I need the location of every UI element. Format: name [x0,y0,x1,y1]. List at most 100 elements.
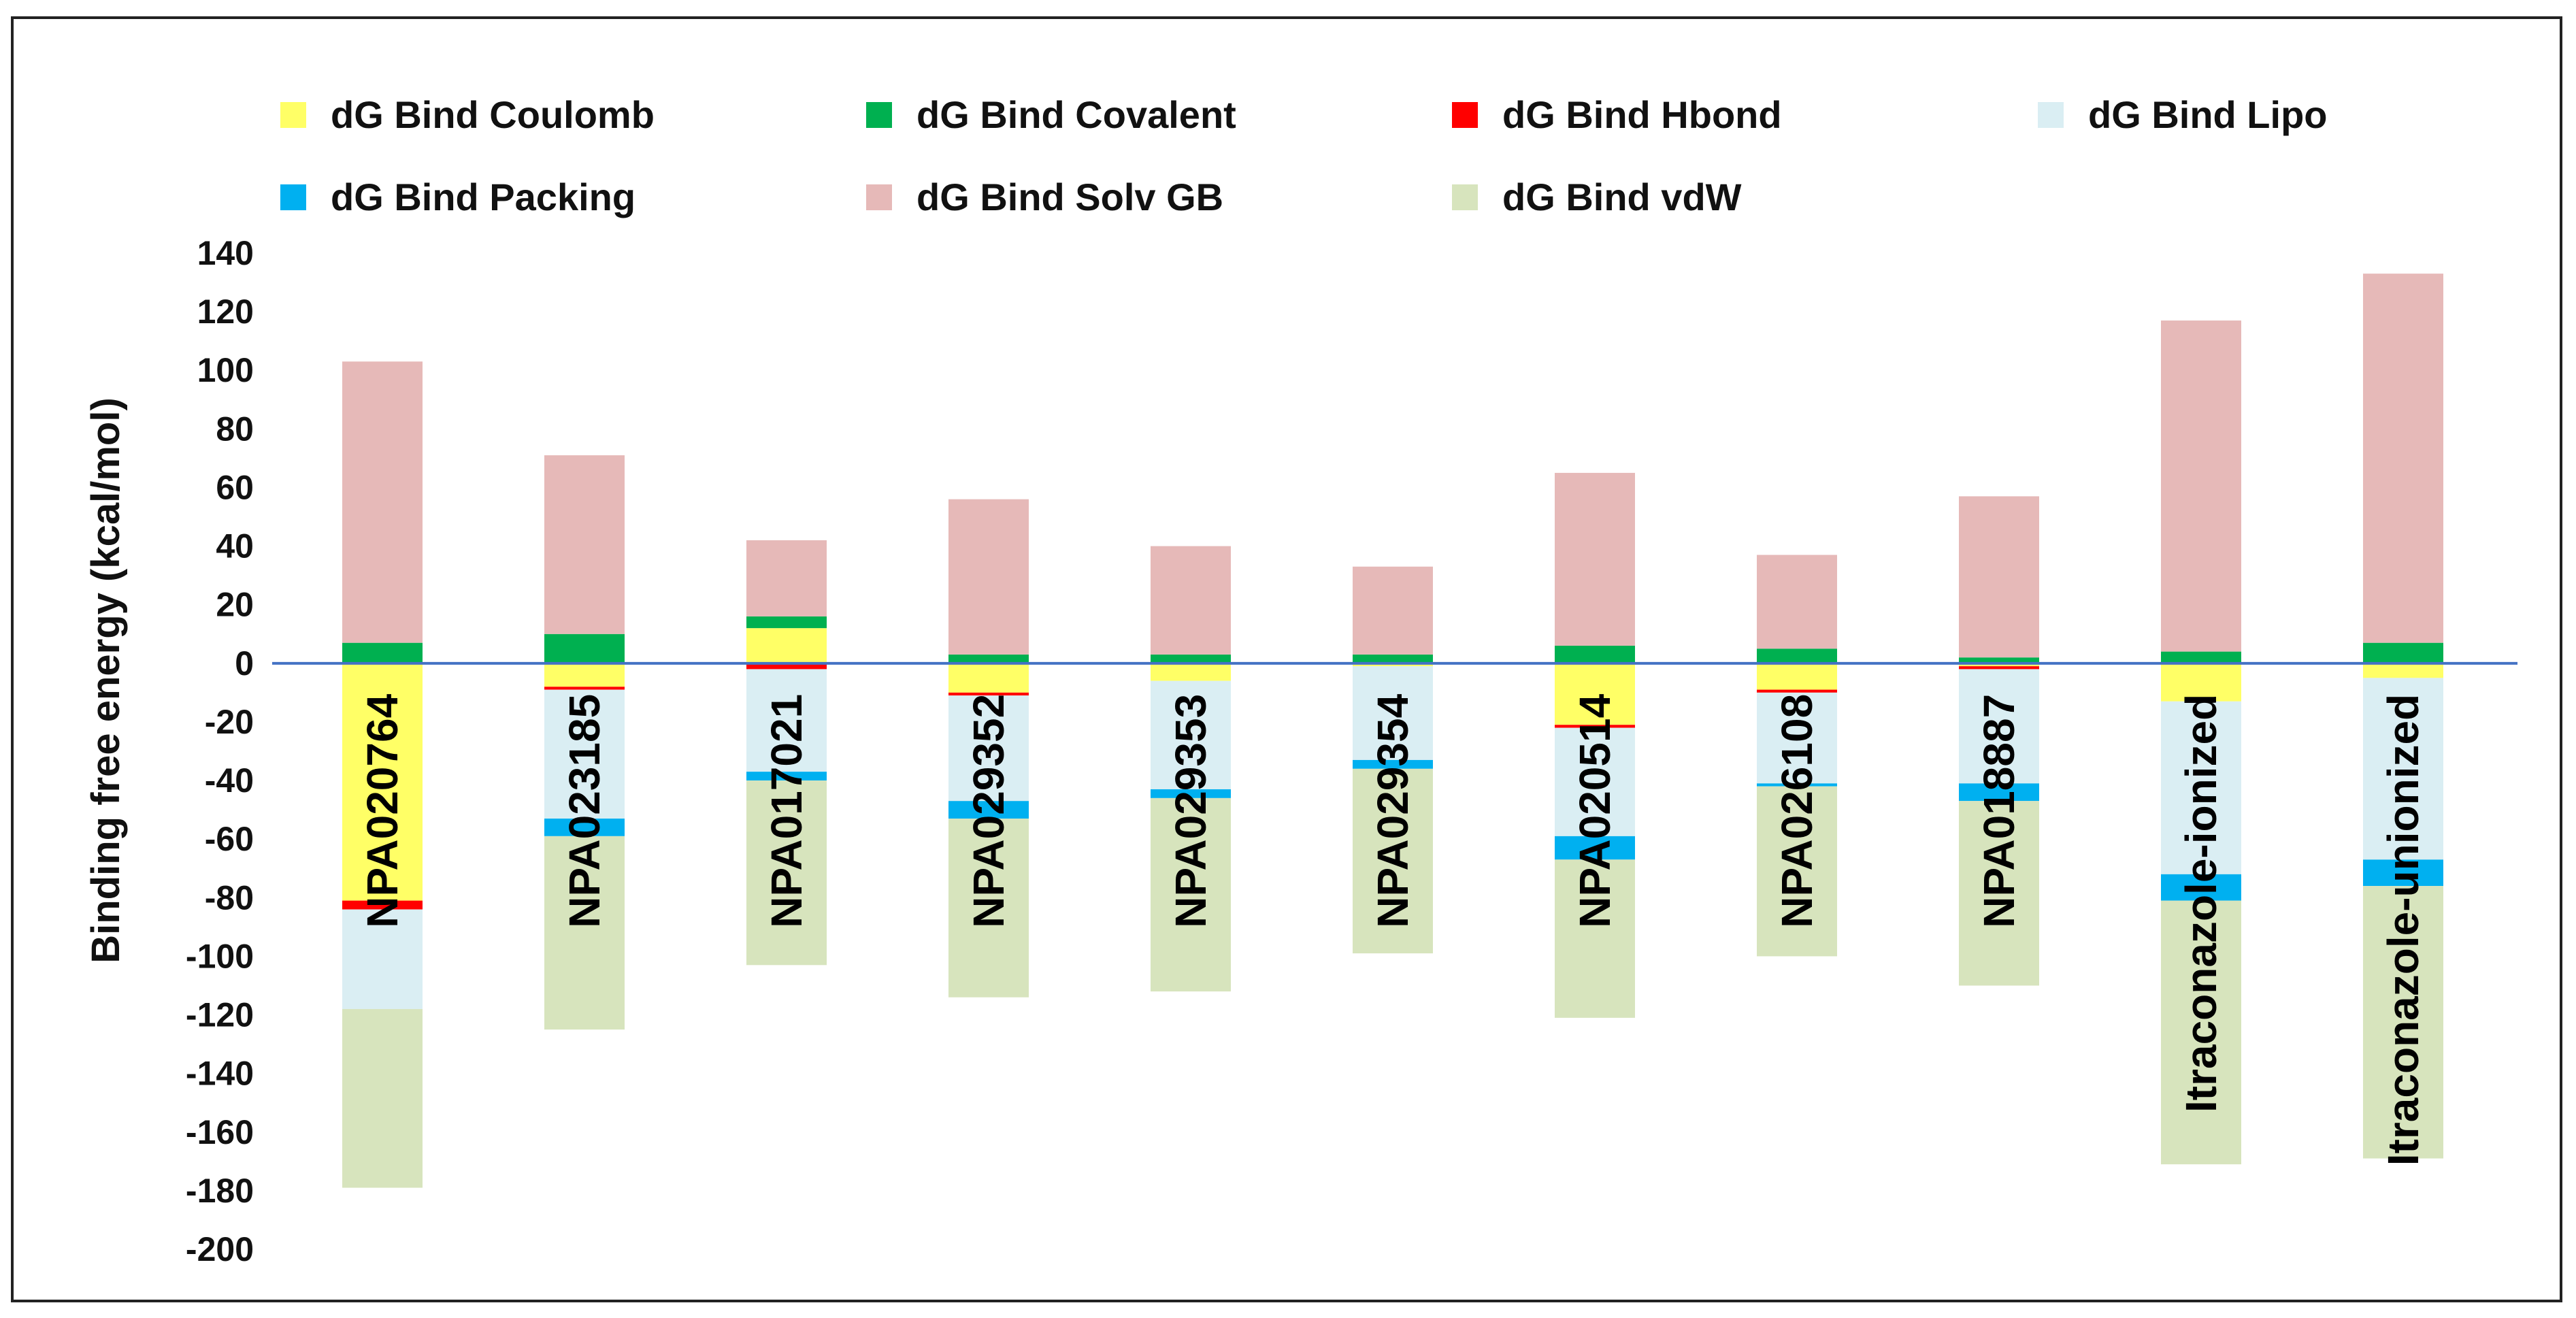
bar-segment [948,692,1029,696]
bar-segment [544,689,625,819]
bar-segment [1151,797,1231,992]
y-tick-label: 120 [197,293,254,331]
bar-segment [746,628,827,663]
legend-item: dG Bind Hbond [1452,93,1782,136]
bar-segment [1151,654,1231,663]
category-label: NPA026108 [1772,694,1821,928]
y-tick-label: -200 [186,1230,254,1268]
bar-segment [746,540,827,616]
bar-segment [342,361,423,643]
bar-segment [746,669,827,772]
y-tick-label: 80 [216,410,254,448]
legend-label: dG Bind Lipo [2088,93,2327,136]
category-label: Itraconazole-ionized [2177,694,2226,1113]
bar-segment [2363,886,2443,1159]
legend-label: dG Bind Packing [331,176,635,218]
bar-segment [948,654,1029,663]
bar-segment [1757,663,1837,690]
legend-swatch [280,184,306,210]
legend-item: dG Bind Solv GB [866,176,1223,218]
chart-frame [11,16,2562,1302]
legend-item: dG Bind Covalent [866,93,1236,136]
bar-segment [1757,689,1837,693]
bar-segment [1959,657,2039,663]
bar-segment [948,663,1029,693]
y-tick-label: -80 [205,878,254,917]
bar-segment [342,663,423,901]
y-tick-label: -20 [205,703,254,741]
bar-segment [1353,663,1433,667]
bar-segment [1959,666,2039,670]
bar-segment [1151,680,1231,789]
bar-segment [948,801,1029,819]
legend-item: dG Bind Coulomb [280,93,655,136]
bar-segment [1555,859,1635,1018]
bar-segment [342,642,423,663]
y-tick-label: 0 [235,644,254,682]
legend-item: dG Bind Lipo [2038,93,2327,136]
bar-segment [1959,663,2039,667]
category-labels: NPA020764 NPA023185 NPA017021 NPA029352 NPA0… [358,693,2428,1166]
bar-segment [948,499,1029,655]
bar-segment [1151,663,1231,681]
y-tick-label: 140 [197,234,254,272]
bar-segment [1555,725,1635,728]
bar-segment [1353,759,1433,769]
category-label: NPA023185 [560,694,609,928]
legend-label: dG Bind Hbond [1502,93,1782,136]
y-tick-label: -100 [186,937,254,975]
bar-segment [2161,663,2241,702]
bar-segment [2363,642,2443,663]
bar-segment [342,909,423,1009]
y-tick-label: 100 [197,351,254,389]
bar-segment [1353,654,1433,663]
bar-segment [948,695,1029,802]
legend-item: dG Bind vdW [1452,176,1742,218]
category-label: Itraconazole-unionized [2379,694,2428,1166]
bar-segment [1555,663,1635,725]
bar-segment [2363,859,2443,887]
bar-segment [2161,874,2241,901]
bar-segment [1151,546,1231,655]
bar-segment [544,836,625,1030]
bar-segment [2363,678,2443,860]
bar-segment [1353,768,1433,954]
legend-swatch [866,102,892,128]
bar-segment [1959,801,2039,986]
bars [342,274,2443,1188]
bar-segment [2363,274,2443,643]
bar-segment [544,819,625,836]
y-tick-label: -60 [205,820,254,858]
y-tick-label: 40 [216,527,254,565]
legend-swatch [1452,184,1478,210]
bar-segment [746,663,827,670]
legend-swatch [1452,102,1478,128]
bar-segment [1757,555,1837,649]
category-label: NPA029352 [964,694,1013,928]
bar-segment [1353,566,1433,655]
bar-segment [1959,496,2039,658]
bar-segment [1959,669,2039,784]
category-label: NPA018887 [1975,694,2024,928]
bar-segment [1757,786,1837,957]
y-tick-label: -120 [186,996,254,1034]
bar-segment [2363,663,2443,678]
y-tick-label: 60 [216,468,254,506]
bar-segment [746,772,827,781]
bar-segment [544,663,625,687]
legend-swatch [2038,102,2064,128]
legend: dG Bind Coulomb dG Bind Covalent dG Bind H… [280,93,2327,218]
bar-segment [1757,692,1837,784]
y-axis-label: Binding free energy (kcal/mol) [84,397,128,963]
bar-segment [1555,645,1635,663]
legend-swatch [280,102,306,128]
bar-segment [948,819,1029,998]
category-label: NPA029353 [1166,694,1215,928]
bar-segment [2161,701,2241,874]
bar-segment [1757,648,1837,663]
legend-item: dG Bind Packing [280,176,635,218]
category-label: NPA029354 [1368,693,1417,927]
legend-label: dG Bind Coulomb [331,93,655,136]
bar-segment [1555,836,1635,860]
